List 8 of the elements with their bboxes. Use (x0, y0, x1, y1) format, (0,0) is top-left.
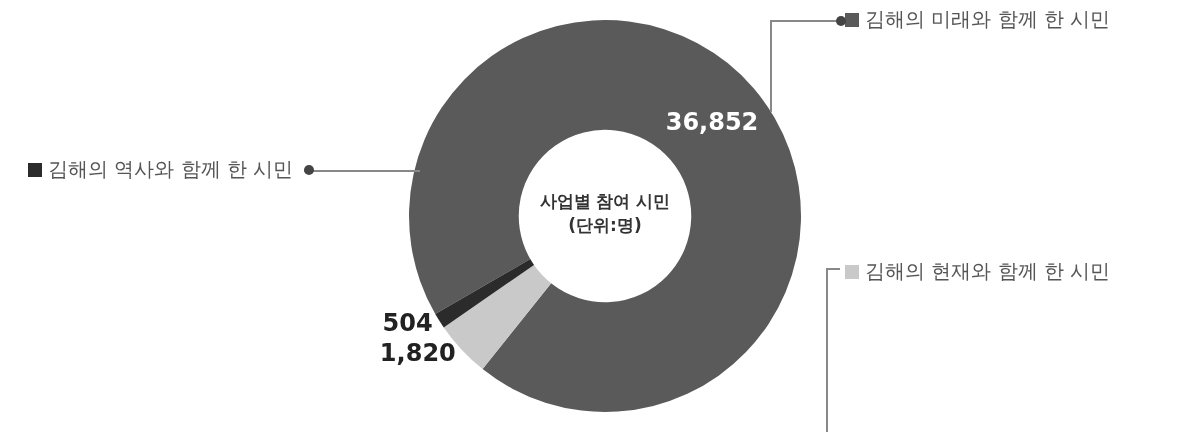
data-label: 36,852 (665, 108, 759, 137)
data-label: 504 (382, 309, 433, 338)
text: 사업별 참여 시민 (538, 190, 672, 213)
legend-label: 김해의 미래와 함께 한 시민 (864, 6, 1111, 33)
legend-label: 김해의 역사와 함께 한 시민 (47, 156, 294, 183)
legend-label: 김해의 현재와 함께 한 시민 (864, 258, 1111, 285)
data-label: 1,820 (379, 339, 456, 368)
text: (단위:명) (567, 214, 643, 237)
